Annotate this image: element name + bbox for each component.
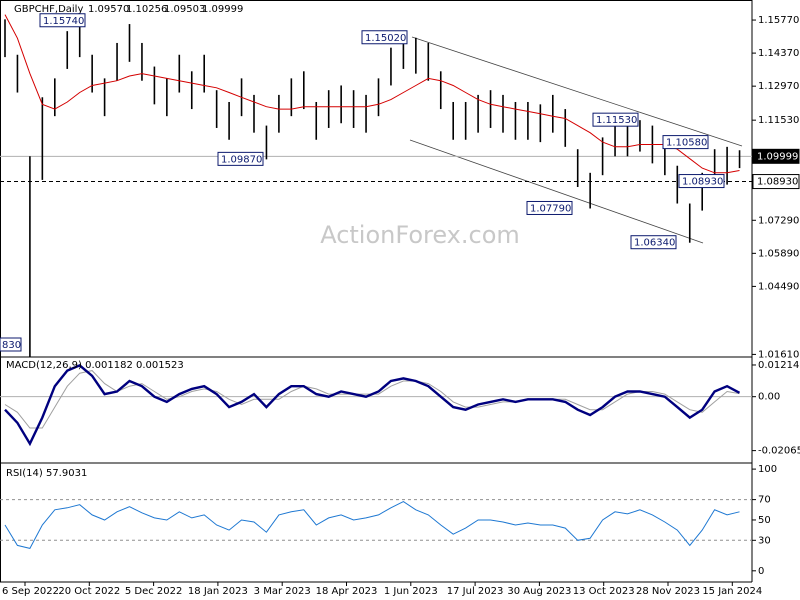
ohlc-low: 1.09503 bbox=[164, 4, 205, 15]
panel-title: MACD(12,26,9) 0.001182 0.001523 bbox=[6, 360, 184, 371]
x-tick-label: 18 Apr 2023 bbox=[316, 586, 378, 597]
annotation-box bbox=[361, 30, 408, 45]
price-level-box bbox=[752, 148, 800, 164]
x-tick-label: 17 Jul 2023 bbox=[447, 586, 504, 597]
annotation-box bbox=[39, 13, 86, 28]
x-tick-label: 1 Jun 2023 bbox=[384, 586, 438, 597]
symbol: GBPCHF,Daily bbox=[14, 4, 83, 15]
x-tick-label: 20 Oct 2022 bbox=[58, 586, 120, 597]
x-tick-label: 28 Nov 2023 bbox=[636, 586, 700, 597]
x-tick-label: 5 Dec 2022 bbox=[125, 586, 183, 597]
rsi-line bbox=[4, 501, 740, 549]
annotation-label: 1.08930 bbox=[682, 177, 723, 188]
y-tick-label: 0 bbox=[758, 566, 764, 577]
y-tick-label: 1.05890 bbox=[758, 248, 799, 259]
annotation-label: 1.11530 bbox=[596, 115, 637, 126]
ohlc-open: 1.09570 bbox=[88, 4, 129, 15]
annotation-box bbox=[630, 235, 677, 250]
panel-title: RSI(14) 57.9031 bbox=[6, 468, 87, 479]
y-tick-label: -0.020656 bbox=[758, 446, 800, 457]
ohlc-high: 1.10256 bbox=[126, 4, 167, 15]
annotation-box bbox=[662, 135, 709, 150]
y-tick-label: 1.14370 bbox=[758, 48, 799, 59]
annotation-label: 830 bbox=[2, 340, 21, 351]
annotation-box bbox=[217, 151, 264, 166]
y-tick-label: 1.01610 bbox=[758, 349, 799, 360]
header: GBPCHF,Daily 1.09570 1.10256 1.09503 1.0… bbox=[14, 4, 243, 15]
annotation-box bbox=[0, 337, 22, 352]
watermark: ActionForex.com bbox=[320, 221, 520, 249]
annotation-label: 1.06340 bbox=[634, 238, 675, 249]
macd-line bbox=[4, 364, 741, 447]
price-level-label: 1.08930 bbox=[757, 177, 798, 188]
moving-average bbox=[4, 14, 740, 174]
y-tick-label: 1.07290 bbox=[758, 215, 799, 226]
price-level-label: 1.09999 bbox=[757, 151, 798, 162]
trend-line bbox=[409, 139, 704, 244]
annotation-box bbox=[526, 200, 573, 215]
y-tick-label: 1.15770 bbox=[758, 15, 799, 26]
y-tick-label: 70 bbox=[758, 495, 771, 506]
annotation-label: 1.07790 bbox=[530, 203, 571, 214]
y-tick-label: 50 bbox=[758, 515, 771, 526]
ohlc-close: 1.09999 bbox=[202, 4, 243, 15]
annotation-label: 1.15740 bbox=[43, 16, 84, 27]
x-tick-label: 18 Jan 2023 bbox=[188, 586, 248, 597]
y-tick-label: 30 bbox=[758, 535, 771, 546]
y-tick-label: 1.12970 bbox=[758, 81, 799, 92]
price-level-box bbox=[752, 174, 800, 190]
trend-line bbox=[411, 36, 743, 147]
y-tick-label: 1.11530 bbox=[758, 115, 799, 126]
price-panel bbox=[0, 14, 752, 357]
annotation-box bbox=[678, 174, 725, 189]
x-tick-label: 30 Aug 2023 bbox=[507, 586, 571, 597]
y-tick-label: 1.04490 bbox=[758, 281, 799, 292]
y-tick-label: 0.012145 bbox=[758, 360, 800, 371]
y-tick-label: 100 bbox=[758, 464, 777, 475]
x-tick-label: 6 Sep 2022 bbox=[2, 586, 59, 597]
annotation-label: 1.09870 bbox=[221, 154, 262, 165]
x-tick-label: 13 Oct 2023 bbox=[573, 586, 635, 597]
annotation-label: 1.15020 bbox=[365, 33, 406, 44]
x-tick-label: 15 Jan 2024 bbox=[702, 586, 762, 597]
x-tick-label: 3 Mar 2023 bbox=[254, 586, 311, 597]
annotation-box bbox=[592, 112, 639, 127]
frame bbox=[0, 0, 753, 583]
annotation-label: 1.10580 bbox=[666, 138, 707, 149]
y-tick-label: 0.00 bbox=[758, 392, 780, 403]
